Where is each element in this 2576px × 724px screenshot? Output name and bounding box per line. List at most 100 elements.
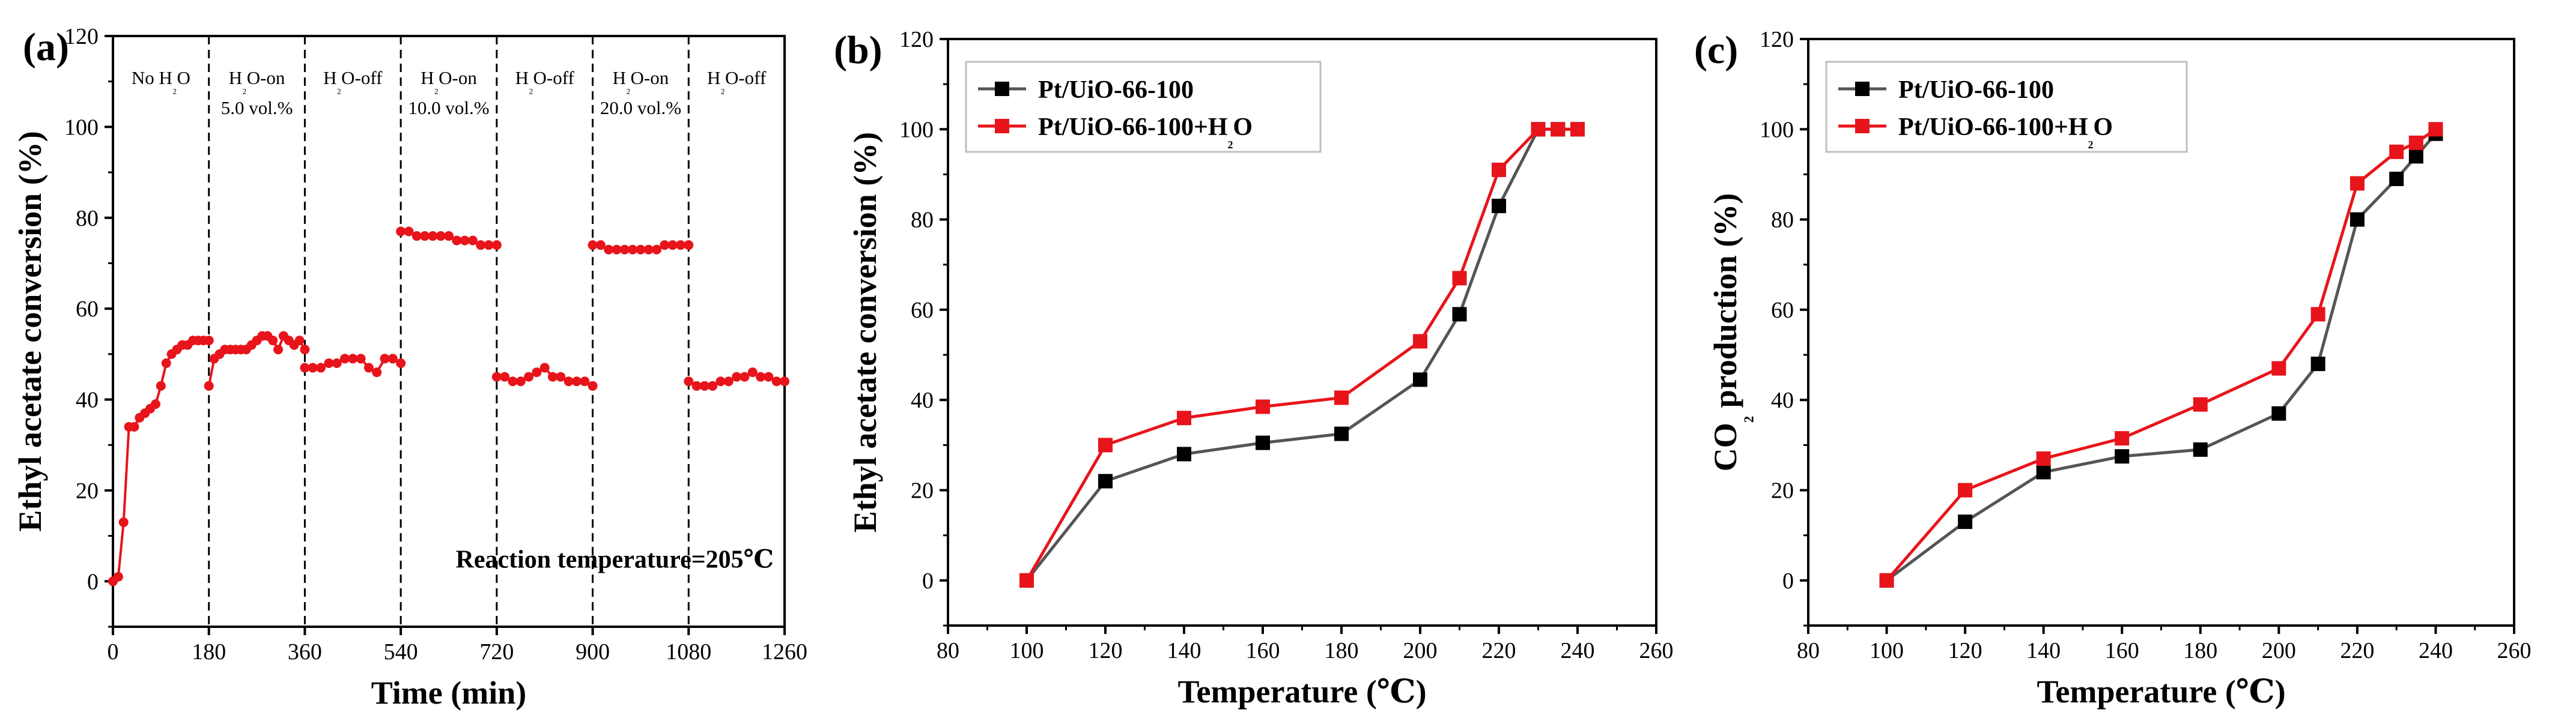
panel-label: (a) xyxy=(23,25,69,69)
data-point xyxy=(339,354,350,364)
y-tick-label: 100 xyxy=(899,117,934,142)
data-point xyxy=(764,372,774,382)
x-tick-label: 720 xyxy=(479,639,514,665)
legend-label: Pt/UiO-66-100 xyxy=(1038,76,1194,104)
x-tick-label: 180 xyxy=(192,639,226,665)
chart-panel-c: 80 100 120 140 160 180 200 220 240 260 0 20 40 60 80 10… xyxy=(1694,27,2532,710)
data-point xyxy=(1177,411,1191,426)
data-point xyxy=(1334,390,1349,405)
x-tick-label: 180 xyxy=(2183,638,2217,663)
data-point xyxy=(300,345,310,355)
data-point xyxy=(268,336,278,346)
data-point xyxy=(1098,474,1113,489)
y-tick-label: 100 xyxy=(64,115,99,140)
data-point xyxy=(2036,465,2051,480)
x-tick-label: 180 xyxy=(1325,638,1359,663)
y-tick-label: 40 xyxy=(1771,388,1794,413)
data-point xyxy=(675,240,685,250)
data-point xyxy=(273,345,284,355)
data-point xyxy=(150,399,160,409)
data-point xyxy=(396,358,406,368)
y-tick-label: 100 xyxy=(1760,117,1794,142)
data-point xyxy=(396,226,406,237)
data-point xyxy=(404,226,414,237)
panel-label: (c) xyxy=(1694,28,1738,72)
data-point xyxy=(684,240,694,250)
data-point xyxy=(588,240,598,250)
data-point xyxy=(636,244,646,255)
data-point xyxy=(113,572,123,582)
x-tick-label: 1080 xyxy=(666,639,711,665)
data-point xyxy=(588,381,598,391)
data-point xyxy=(324,358,334,368)
y-tick-label: 20 xyxy=(1771,478,1794,504)
data-point xyxy=(294,336,305,346)
y-tick-label: 80 xyxy=(1771,208,1794,233)
x-axis-title: Temperature (℃) xyxy=(2037,674,2285,710)
x-tick-label: 140 xyxy=(2026,638,2061,663)
x-tick-label: 260 xyxy=(2497,638,2532,663)
data-point xyxy=(723,376,734,387)
data-point xyxy=(161,358,171,368)
data-point xyxy=(771,376,782,387)
y-tick-label: 60 xyxy=(1771,298,1794,323)
data-point xyxy=(129,421,139,432)
data-point xyxy=(436,231,446,241)
data-point xyxy=(571,376,582,387)
data-point xyxy=(1098,438,1113,453)
data-point xyxy=(491,240,502,250)
x-tick-label: 120 xyxy=(1089,638,1123,663)
data-point xyxy=(428,231,438,241)
data-point xyxy=(604,244,614,255)
data-point xyxy=(684,376,694,387)
chart-panel-b: 80 100 120 140 160 180 200 220 240 260 0 20 40 60 80 10… xyxy=(834,27,1674,710)
legend-label: Pt/UiO-66-100 xyxy=(1898,76,2054,104)
data-point xyxy=(612,244,622,255)
data-point xyxy=(740,372,750,382)
segment-label: 10.0 vol.% xyxy=(408,97,489,118)
data-point xyxy=(1570,122,1585,137)
data-point xyxy=(308,363,318,373)
data-point xyxy=(548,372,558,382)
segment-label: 5.0 vol.% xyxy=(221,97,293,118)
data-point xyxy=(500,372,510,382)
x-axis-title: Temperature (℃) xyxy=(1177,674,1426,710)
x-tick-label: 200 xyxy=(1403,638,1438,663)
data-point xyxy=(1413,334,1427,349)
y-axis-title: Ethyl acetate conversion (%) xyxy=(847,132,883,532)
data-point xyxy=(556,372,566,382)
data-point xyxy=(2036,451,2051,466)
x-tick-label: 1260 xyxy=(762,639,807,665)
data-point xyxy=(1256,435,1270,450)
data-point xyxy=(2271,406,2286,421)
data-point xyxy=(156,381,166,391)
y-tick-label: 80 xyxy=(76,206,99,231)
data-point xyxy=(1492,199,1506,214)
data-point xyxy=(1452,271,1467,286)
x-tick-label: 140 xyxy=(1167,638,1201,663)
chart-panel-a: 0 180 360 540 720 900 1080 1260 0 20 40 60 80 100 120 T… xyxy=(12,24,807,711)
data-point xyxy=(348,354,358,364)
data-point xyxy=(1334,426,1349,441)
legend-marker xyxy=(995,119,1009,133)
data-point xyxy=(372,367,382,378)
data-point xyxy=(715,376,726,387)
data-point xyxy=(1177,447,1191,462)
segment-label: 20.0 vol.% xyxy=(600,97,681,118)
data-point xyxy=(1531,122,1546,137)
data-point xyxy=(204,381,214,391)
y-tick-label: 0 xyxy=(922,569,934,594)
data-point xyxy=(1958,514,1973,529)
data-point xyxy=(660,240,670,250)
data-point xyxy=(691,381,702,391)
x-axis-title: Time (min) xyxy=(371,675,526,711)
legend-marker xyxy=(995,82,1009,96)
data-point xyxy=(467,235,478,246)
x-tick-label: 240 xyxy=(1561,638,1595,663)
x-tick-label: 360 xyxy=(288,639,322,665)
data-point xyxy=(580,376,590,387)
data-point xyxy=(619,244,630,255)
x-tick-label: 900 xyxy=(576,639,610,665)
x-tick-label: 0 xyxy=(108,639,119,665)
data-point xyxy=(2408,149,2423,164)
